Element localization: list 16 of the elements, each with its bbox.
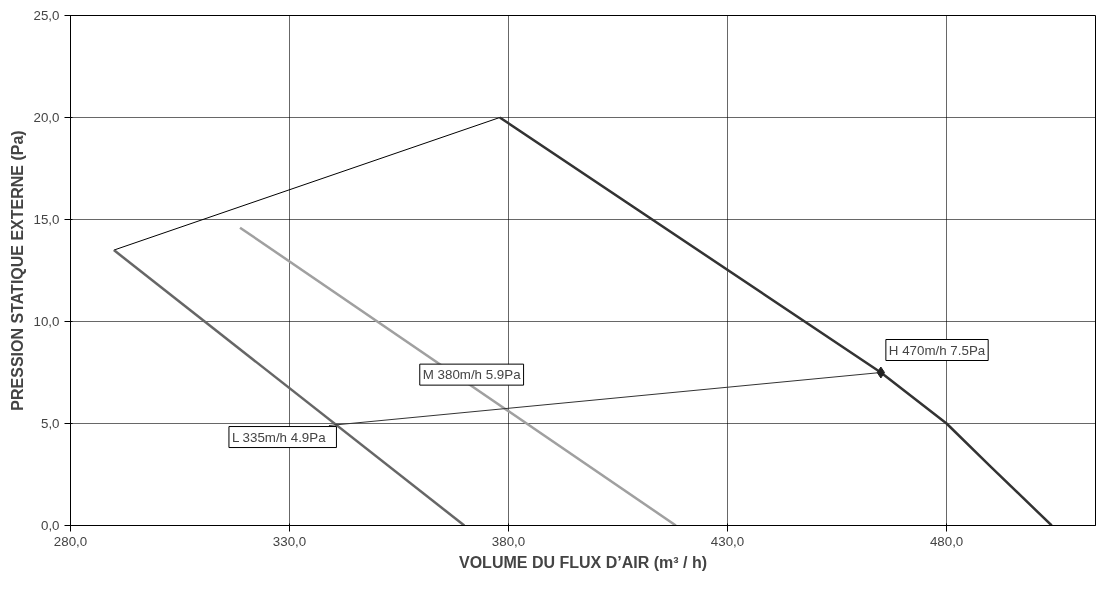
x-axis-title: VOLUME DU FLUX D’AIR (m³ / h) (459, 553, 707, 571)
y-tick-label: 0,0 (40, 518, 60, 533)
x-tick-label: 380,0 (491, 533, 526, 549)
y-tick-label: 5,0 (40, 416, 60, 431)
y-tick-label: 25,0 (33, 8, 60, 23)
y-tick-label: 10,0 (33, 314, 60, 329)
annotation: L 335m/h 4.9Pa (231, 429, 327, 445)
y-tick-label: 20,0 (33, 110, 60, 125)
y-tick-label: 15,0 (33, 212, 60, 227)
x-tick-label: 480,0 (929, 533, 964, 549)
annotation: M 380m/h 5.9Pa (422, 367, 522, 383)
x-tick-label: 430,0 (710, 533, 745, 549)
annotation: H 470m/h 7.5Pa (888, 342, 986, 358)
x-tick-label: 330,0 (272, 533, 307, 549)
y-axis-title: PRESSION STATIQUE EXTERNE (Pa) (8, 130, 26, 411)
x-tick-label: 280,0 (53, 533, 88, 549)
